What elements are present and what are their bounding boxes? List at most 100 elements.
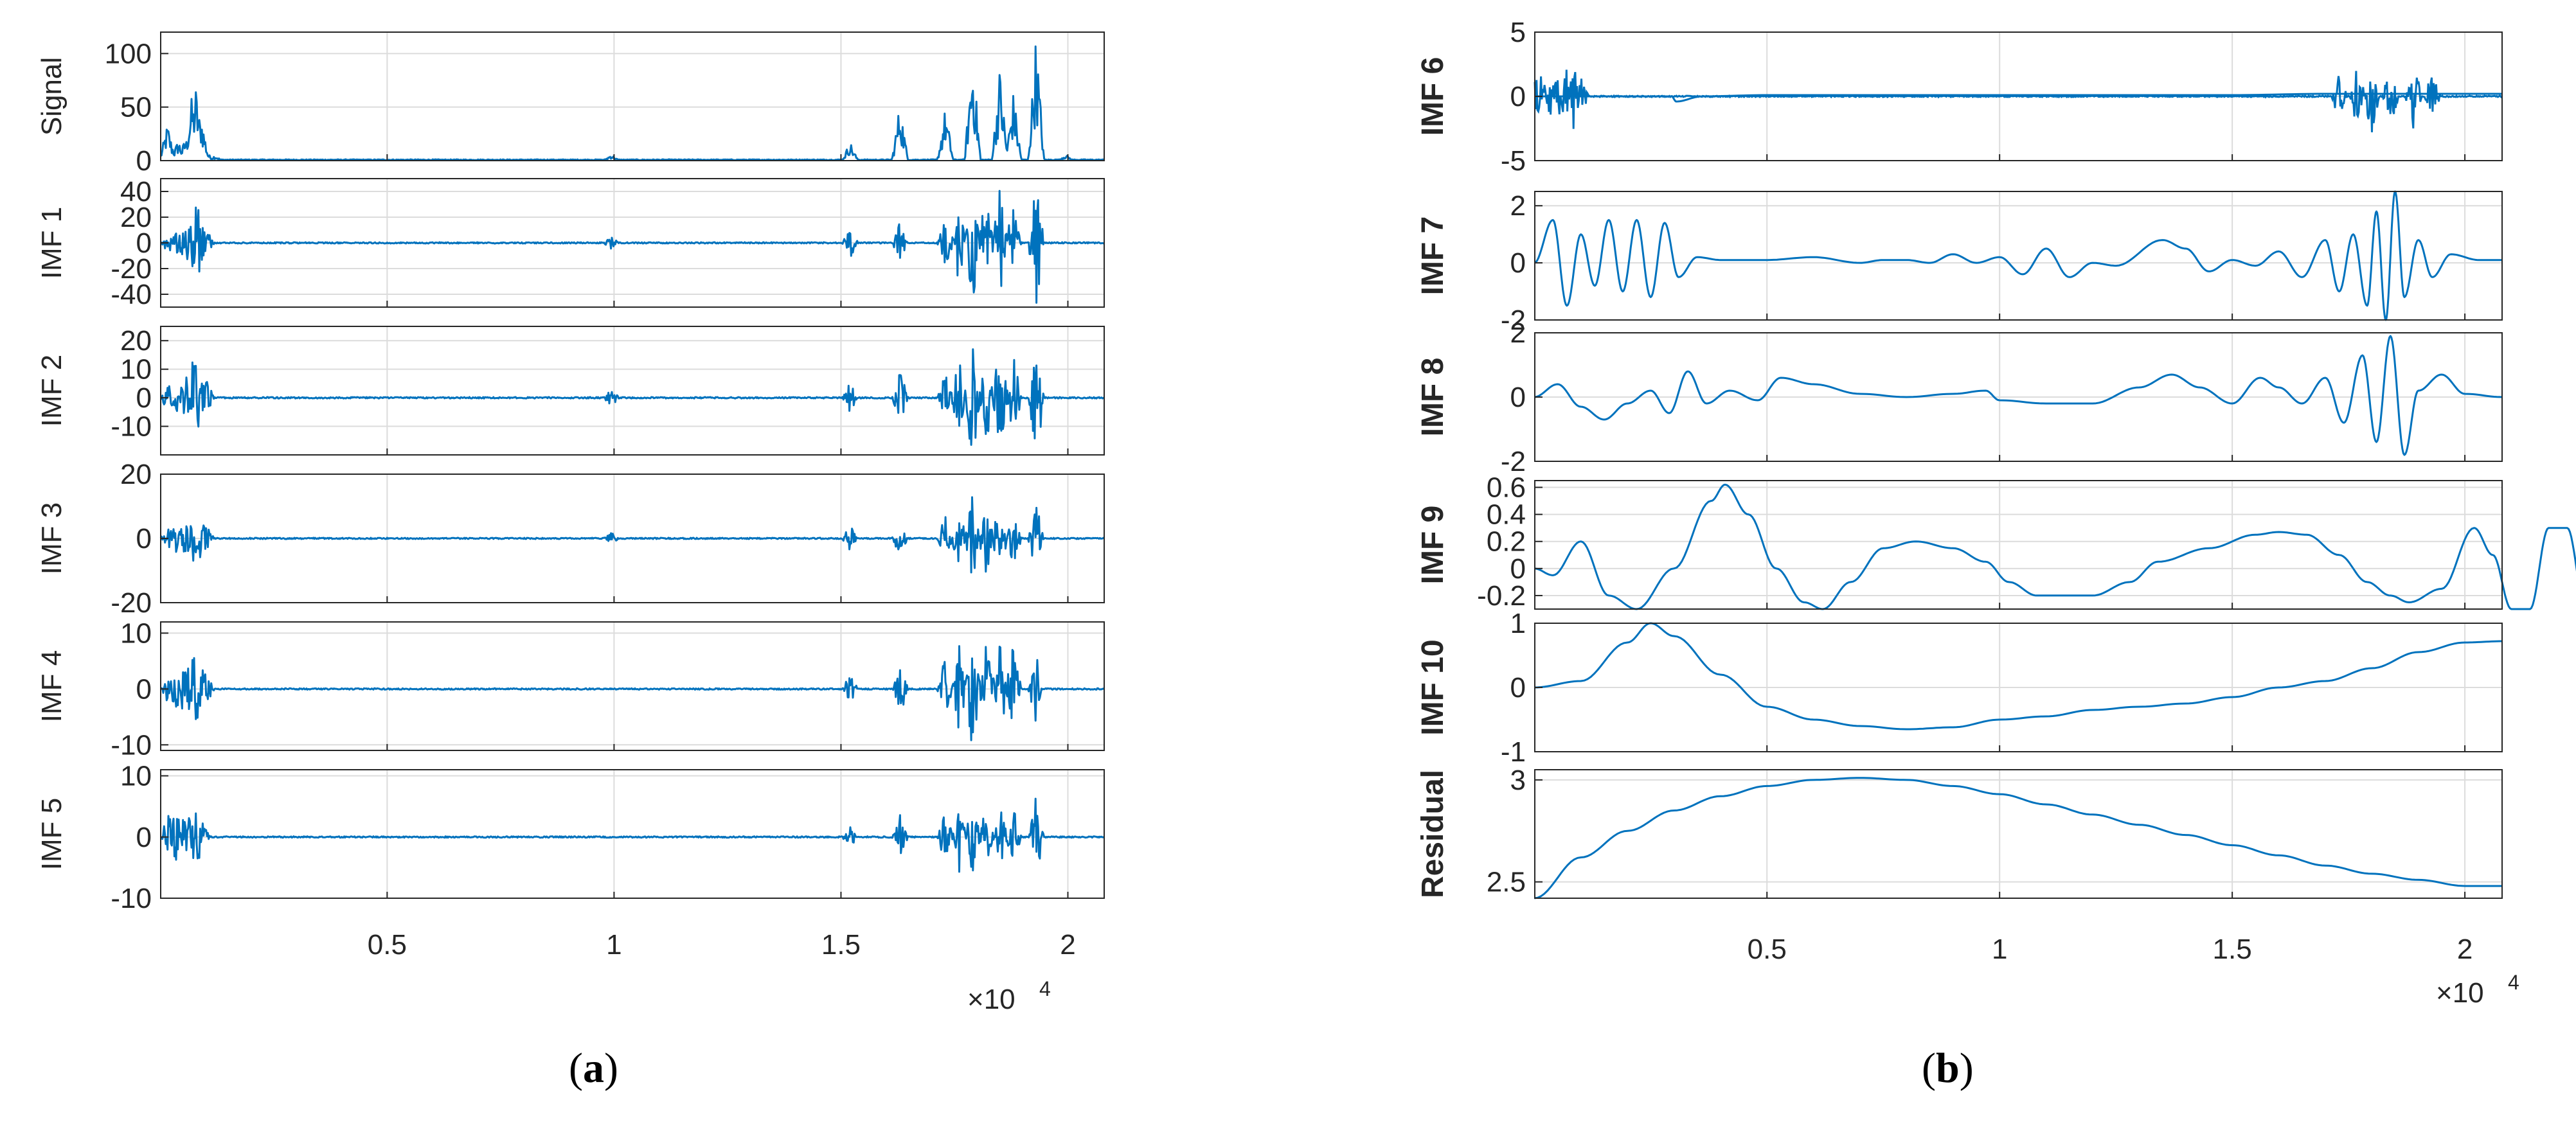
ytick-label: 0.2 <box>1487 526 1526 558</box>
ytick-label: -1 <box>1501 736 1526 768</box>
subplot-imf-3: -20 0 20 IMF 3 <box>36 459 1105 619</box>
ylabel: IMF 4 <box>36 650 67 722</box>
ytick-label: -0.2 <box>1477 580 1526 612</box>
ylabel: IMF 5 <box>36 798 67 870</box>
ytick-label: 3 <box>1510 765 1526 796</box>
ytick-label: 2.5 <box>1487 867 1526 898</box>
ytick-label: -40 <box>111 279 152 310</box>
series-line <box>1534 777 2502 899</box>
subplot-signal: 0 50 100 Signal <box>36 31 1105 177</box>
ytick-label: -10 <box>111 411 152 443</box>
subplot-residual: 2.5 3 Residual <box>1416 765 2503 899</box>
ytick-label: 20 <box>120 459 152 490</box>
ytick-label: 100 <box>105 38 152 69</box>
ytick-label: -10 <box>111 729 152 761</box>
xtick-label: 0.5 <box>1748 934 1787 965</box>
subplot-imf-7: -2 0 2 IMF 7 <box>1416 190 2503 336</box>
axes-box <box>160 769 1105 899</box>
ytick-label: 10 <box>120 354 152 385</box>
ytick-label: -5 <box>1501 145 1526 177</box>
ytick-label: 2 <box>1510 317 1526 349</box>
series-line <box>160 348 1105 446</box>
ylabel: Residual <box>1416 770 1450 898</box>
ytick-label: 0 <box>136 822 152 853</box>
subplot-imf-5: -10 0 10 IMF 5 <box>36 761 1105 914</box>
ytick-label: 0 <box>1510 553 1526 585</box>
ytick-label: 0 <box>1510 81 1526 112</box>
axes-box <box>160 326 1105 456</box>
xtick-label: 1.5 <box>821 929 861 961</box>
ytick-label: 0.4 <box>1487 499 1526 531</box>
series-line <box>1534 622 2502 731</box>
subplot-imf-8: -2 0 2 IMF 8 <box>1416 317 2503 477</box>
ylabel: IMF 1 <box>36 207 67 279</box>
ylabel: IMF 8 <box>1416 358 1450 437</box>
series-burst-line <box>1534 69 2503 132</box>
series-line <box>160 797 1105 873</box>
ytick-label: -10 <box>111 883 152 914</box>
ytick-label: 0 <box>136 145 152 177</box>
ytick-label: 0 <box>136 523 152 554</box>
xtick-label: 0.5 <box>368 929 407 961</box>
ytick-label: -2 <box>1501 446 1526 477</box>
ytick-label: 0.6 <box>1487 472 1526 504</box>
series-line <box>1534 483 2576 610</box>
subplot-imf-6: -5 0 5 IMF 6 <box>1416 17 2503 177</box>
ytick-label: 10 <box>120 617 152 649</box>
axes-box <box>1534 480 2503 610</box>
series-line <box>1534 190 2502 321</box>
ytick-label: 40 <box>120 176 152 208</box>
series-line <box>160 45 1105 161</box>
subplot-imf-9: -0.200.20.40.6 IMF 9 <box>1416 472 2576 612</box>
ytick-label: -20 <box>111 253 152 285</box>
ylabel: IMF 6 <box>1416 57 1450 136</box>
xtick-label: 2 <box>2457 934 2473 965</box>
x-multiplier: ×10 <box>967 984 1015 1015</box>
axes-box <box>160 31 1105 161</box>
series-line <box>159 496 1105 574</box>
ytick-label: 0 <box>136 227 152 259</box>
ylabel: IMF 9 <box>1416 506 1450 585</box>
ytick-label: 50 <box>120 92 152 123</box>
ytick-label: 2 <box>1510 190 1526 222</box>
ytick-label: 20 <box>120 202 152 233</box>
xtick-label: 2 <box>1060 929 1075 961</box>
ytick-label: 0 <box>136 673 152 705</box>
ytick-label: 5 <box>1510 17 1526 48</box>
panel-label-a: (a) <box>569 1045 618 1092</box>
ytick-label: 10 <box>120 761 152 792</box>
series-line <box>1534 335 2503 456</box>
x-multiplier: ×10 <box>2436 977 2484 1009</box>
ytick-label: -20 <box>111 587 152 619</box>
ylabel: IMF 3 <box>36 502 67 574</box>
x-multiplier-exponent: 4 <box>1039 977 1051 1000</box>
ytick-label: -2 <box>1501 305 1526 336</box>
ytick-label: 0 <box>1510 247 1526 279</box>
subplot-imf-4: -10 0 10 IMF 4 <box>36 617 1105 761</box>
axes-box <box>160 621 1105 751</box>
axes-box <box>1534 769 2503 899</box>
ylabel: Signal <box>36 57 67 136</box>
x-multiplier-exponent: 4 <box>2508 971 2519 994</box>
ytick-label: 0 <box>1510 672 1526 704</box>
xtick-label: 1.5 <box>2213 934 2252 965</box>
series-line <box>160 645 1105 741</box>
panel-label-b: (b) <box>1922 1045 1974 1092</box>
subplot-imf-10: -1 0 1 IMF 10 <box>1416 608 2503 768</box>
ytick-label: 20 <box>120 325 152 357</box>
series-line <box>159 190 1105 304</box>
ytick-label: 0 <box>136 382 152 414</box>
ylabel: IMF 7 <box>1416 217 1450 296</box>
xtick-label: 1 <box>1992 934 2007 965</box>
ytick-label: 0 <box>1510 382 1526 413</box>
axes-box <box>1534 191 2503 321</box>
ylabel: IMF 2 <box>36 355 67 427</box>
ylabel: IMF 10 <box>1416 639 1450 735</box>
xtick-label: 1 <box>606 929 622 961</box>
ytick-label: 1 <box>1510 608 1526 639</box>
